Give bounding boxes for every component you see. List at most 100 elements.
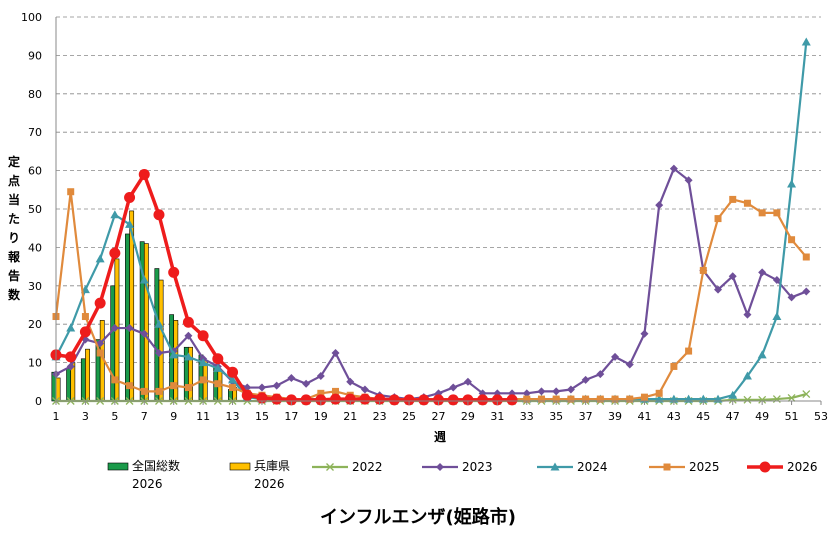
- point-2025: [140, 387, 148, 395]
- point-2025: [523, 395, 531, 403]
- point-2024: [110, 210, 120, 219]
- point-2025: [758, 209, 766, 217]
- point-2026: [153, 209, 165, 221]
- point-2025: [126, 382, 134, 390]
- point-2023: [743, 310, 752, 319]
- y-tick-label: 20: [28, 318, 42, 331]
- x-tick-label: 23: [373, 410, 387, 423]
- point-2026: [359, 393, 371, 405]
- point-2023: [184, 331, 193, 340]
- legend-label: 2026: [787, 460, 818, 474]
- point-2025: [81, 313, 89, 321]
- point-2026: [300, 394, 312, 406]
- point-2023: [802, 287, 811, 296]
- point-2026: [65, 351, 77, 363]
- point-2023: [655, 201, 664, 210]
- x-tick-label: 11: [196, 410, 210, 423]
- legend-label: 2022: [352, 460, 383, 474]
- point-2023: [640, 329, 649, 338]
- bar-兵庫県: [143, 243, 149, 402]
- point-2023: [566, 385, 575, 394]
- y-axis-title-char: 定: [8, 154, 20, 169]
- point-2024: [198, 358, 208, 367]
- point-2023: [772, 276, 781, 285]
- x-tick-label: 1: [53, 410, 60, 423]
- point-2025: [214, 380, 222, 388]
- point-2026: [241, 389, 253, 401]
- point-2023: [714, 285, 723, 294]
- point-2026: [197, 330, 209, 342]
- point-2023: [537, 387, 546, 396]
- point-2025: [596, 395, 604, 403]
- y-axis-title-char: り: [8, 231, 20, 245]
- x-tick-label: 15: [255, 410, 269, 423]
- point-2022: [743, 395, 752, 404]
- point-2025: [699, 266, 707, 274]
- point-2023: [110, 324, 119, 333]
- point-2025: [655, 389, 663, 397]
- marker-stroke: [743, 395, 752, 404]
- legend-swatch-兵庫県: [229, 462, 251, 471]
- point-2023: [287, 373, 296, 382]
- legend-marker-2023: [436, 463, 444, 471]
- point-2025: [111, 376, 119, 384]
- point-2026: [109, 247, 121, 259]
- point-2023: [552, 387, 561, 396]
- point-2023: [257, 383, 266, 392]
- point-2025: [155, 387, 163, 395]
- point-2026: [212, 353, 224, 365]
- point-2025: [229, 384, 237, 392]
- point-2026: [418, 394, 430, 406]
- point-2025: [626, 395, 634, 403]
- point-2022: [802, 390, 811, 399]
- x-tick-label: 9: [170, 410, 177, 423]
- x-tick-label: 3: [82, 410, 89, 423]
- point-2025: [714, 215, 722, 223]
- y-tick-label: 0: [35, 395, 42, 408]
- x-tick-label: 45: [696, 410, 710, 423]
- point-2023: [346, 377, 355, 386]
- x-tick-label: 41: [637, 410, 651, 423]
- point-2025: [685, 347, 693, 355]
- x-tick-label: 5: [111, 410, 118, 423]
- point-2023: [125, 324, 134, 333]
- x-tick-label: 21: [343, 410, 357, 423]
- point-2024: [125, 219, 135, 228]
- point-2026: [79, 326, 91, 338]
- x-tick-label: 53: [814, 410, 828, 423]
- point-2024: [154, 319, 164, 328]
- series-line-2025: [54, 190, 808, 401]
- legend-label: 兵庫県: [254, 459, 290, 473]
- point-2025: [170, 382, 178, 390]
- y-tick-label: 40: [28, 241, 42, 254]
- point-2026: [491, 394, 503, 406]
- y-axis-title-char: 点: [8, 173, 20, 188]
- legend-marker-2022: [326, 463, 334, 471]
- point-2023: [331, 349, 340, 357]
- bar-全国総数: [66, 368, 72, 402]
- point-2023: [669, 164, 678, 173]
- bar-兵庫県: [158, 279, 164, 402]
- point-2025: [567, 395, 575, 403]
- legend-marker-2025: [663, 463, 671, 471]
- point-2025: [670, 362, 678, 370]
- bar-全国総数: [154, 268, 160, 402]
- marker-stroke: [787, 393, 796, 402]
- point-2026: [433, 394, 444, 406]
- y-tick-label: 100: [21, 11, 42, 24]
- x-tick-label: 35: [549, 410, 563, 423]
- y-axis-title-char: た: [8, 212, 20, 226]
- point-2026: [124, 191, 136, 203]
- point-2023: [154, 349, 163, 357]
- point-2026: [94, 297, 106, 309]
- x-tick-label: 39: [608, 410, 622, 423]
- point-2026: [330, 393, 342, 405]
- point-2025: [552, 395, 560, 403]
- point-2026: [506, 394, 518, 406]
- bar-全国総数: [80, 358, 86, 402]
- legend-label: 2023: [462, 460, 493, 474]
- point-2025: [67, 188, 75, 196]
